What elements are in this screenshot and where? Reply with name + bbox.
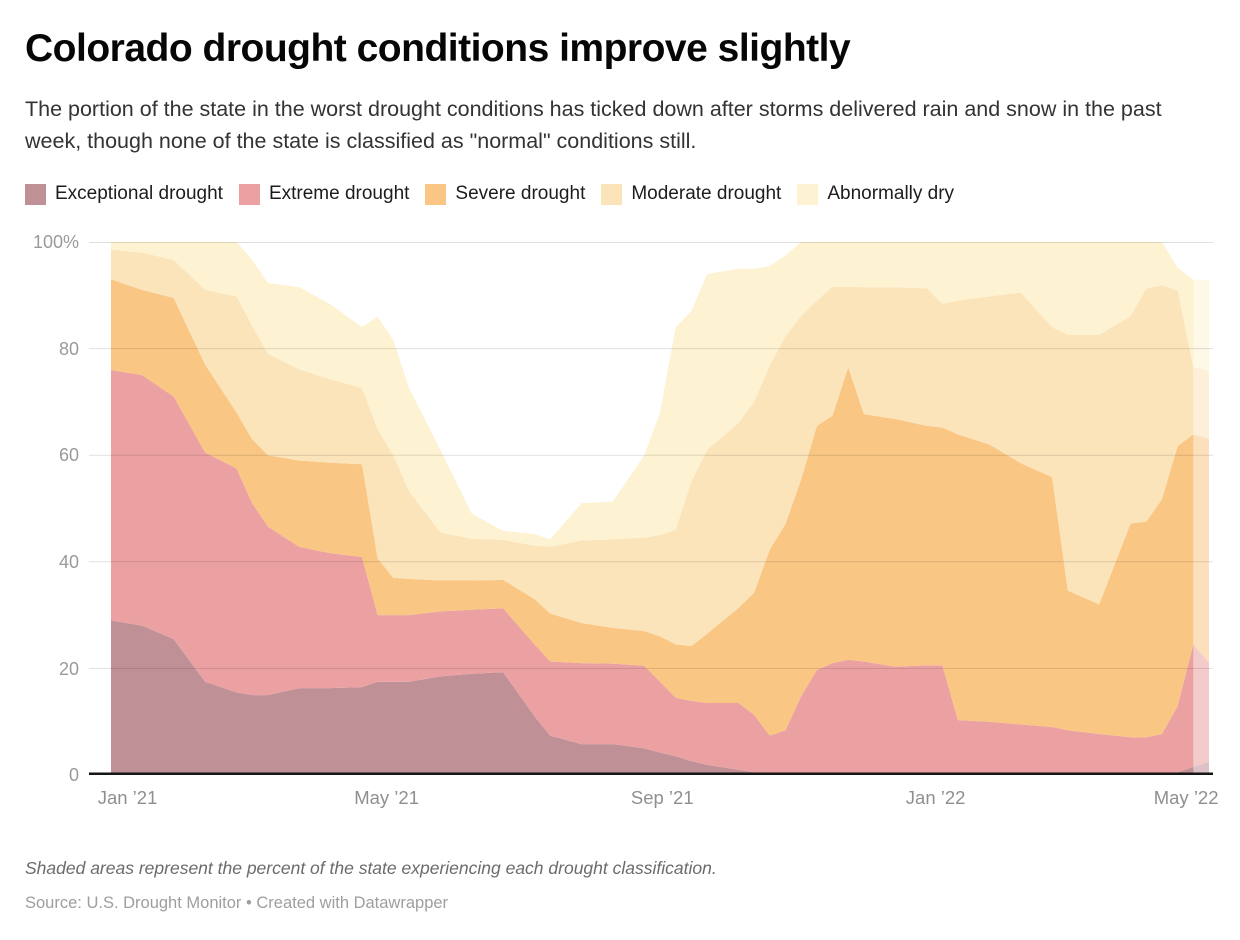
x-tick-label-jan-21: Jan ’21 xyxy=(97,787,158,809)
plot-column: Jan ’21 May ’21 Sep ’21 Jan ’22 May ’22 xyxy=(89,242,1219,809)
band-severe-drought xyxy=(111,279,1209,738)
y-tick-label-100: 100% xyxy=(32,232,79,253)
chart-footnote: Shaded areas represent the percent of th… xyxy=(25,858,717,879)
band-extreme-drought xyxy=(111,370,1209,776)
legend-label-abnormally-dry: Abnormally dry xyxy=(827,183,955,205)
legend-label-moderate-drought: Moderate drought xyxy=(631,183,782,205)
chart-source: Source: U.S. Drought Monitor • Created w… xyxy=(25,894,449,913)
legend-item-severe-drought: Severe drought xyxy=(425,183,585,205)
chart-area: 100% 80 60 40 20 0 Jan ’21 May ’21 Sep ’21 Jan ’… xyxy=(11,232,1219,809)
legend-item-abnormally-dry: Abnormally dry xyxy=(797,183,954,205)
legend-swatch-severe-drought xyxy=(425,183,447,205)
legend-swatch-moderate-drought xyxy=(601,183,623,205)
y-tick-label-20: 20 xyxy=(58,658,79,679)
stacked-area-plot[interactable] xyxy=(89,242,1213,776)
legend-swatch-extreme-drought xyxy=(238,183,260,205)
y-axis: 100% 80 60 40 20 0 xyxy=(11,232,89,809)
x-tick-label-may-22: May ’22 xyxy=(1153,787,1219,809)
y-tick-label-40: 40 xyxy=(58,552,79,573)
x-axis: Jan ’21 May ’21 Sep ’21 Jan ’22 May ’22 xyxy=(89,775,1219,809)
band-abnormally-dry xyxy=(111,242,1209,548)
band-exceptional-drought xyxy=(111,620,1209,776)
y-tick-label-0: 0 xyxy=(68,765,79,786)
chart-title: Colorado drought conditions improve slig… xyxy=(25,27,851,70)
x-tick-label-sep-21: Sep ’21 xyxy=(630,787,694,809)
recent-week-fade xyxy=(1193,242,1213,774)
legend: Exceptional drought Extreme drought Severe… xyxy=(25,183,1215,205)
legend-swatch-exceptional-drought xyxy=(25,183,46,205)
legend-label-extreme-drought: Extreme drought xyxy=(268,183,410,205)
legend-item-moderate-drought: Moderate drought xyxy=(601,183,781,205)
legend-item-exceptional-drought: Exceptional drought xyxy=(25,183,223,205)
band-moderate-drought xyxy=(111,249,1209,647)
y-tick-label-60: 60 xyxy=(58,445,79,466)
chart-subtitle: The portion of the state in the worst dr… xyxy=(25,96,1162,154)
legend-swatch-abnormally-dry xyxy=(797,183,819,205)
legend-label-exceptional-drought: Exceptional drought xyxy=(55,183,223,205)
x-tick-label-may-21: May ’21 xyxy=(354,787,419,809)
legend-item-extreme-drought: Extreme drought xyxy=(238,183,410,205)
legend-label-severe-drought: Severe drought xyxy=(455,183,586,205)
y-tick-label-80: 80 xyxy=(58,338,79,359)
x-tick-label-jan-22: Jan ’22 xyxy=(905,787,966,809)
